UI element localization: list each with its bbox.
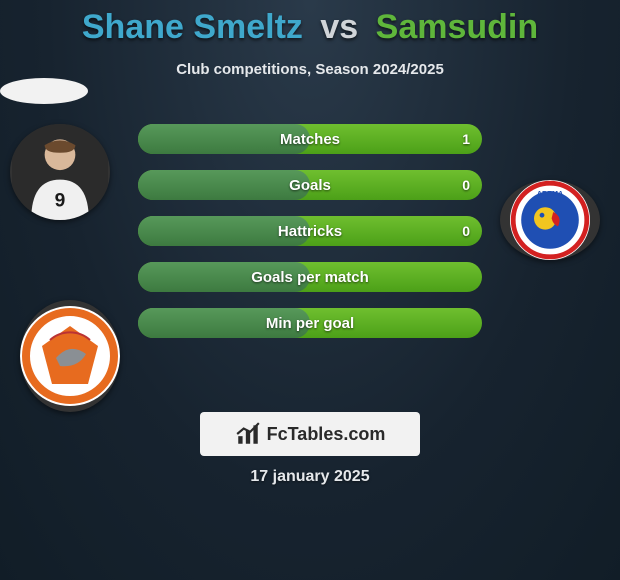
player1-club-badge xyxy=(20,300,120,412)
svg-text:AREMA: AREMA xyxy=(537,189,563,198)
player2-club-badge: AREMA xyxy=(500,180,600,260)
chart-icon xyxy=(235,421,261,447)
stat-bar-min-per-goal: Min per goal xyxy=(138,308,482,338)
player1-photo: 9 xyxy=(10,124,110,220)
svg-text:9: 9 xyxy=(55,191,66,212)
stat-bar-goals: Goals 0 xyxy=(138,170,482,200)
stat-bar-matches: Matches 1 xyxy=(138,124,482,154)
stat-label: Matches xyxy=(138,124,482,154)
stat-value: 0 xyxy=(462,216,470,246)
stat-value: 0 xyxy=(462,170,470,200)
vs-separator: vs xyxy=(320,8,358,46)
stat-value: 1 xyxy=(462,124,470,154)
comparison-title: Shane Smeltz vs Samsudin xyxy=(0,0,620,47)
stat-bars: Matches 1 Goals 0 Hattricks 0 Goals per … xyxy=(138,124,482,354)
player2-name: Samsudin xyxy=(376,8,538,46)
brand-text: FcTables.com xyxy=(267,424,386,445)
subtitle: Club competitions, Season 2024/2025 xyxy=(0,61,620,78)
brand-badge: FcTables.com xyxy=(200,412,420,456)
player1-name: Shane Smeltz xyxy=(82,8,303,46)
stat-label: Min per goal xyxy=(138,308,482,338)
date-label: 17 january 2025 xyxy=(0,468,620,486)
stat-label: Hattricks xyxy=(138,216,482,246)
stat-label: Goals xyxy=(138,170,482,200)
stat-bar-goals-per-match: Goals per match xyxy=(138,262,482,292)
stat-label: Goals per match xyxy=(138,262,482,292)
stat-bar-hattricks: Hattricks 0 xyxy=(138,216,482,246)
player2-photo xyxy=(0,78,88,104)
